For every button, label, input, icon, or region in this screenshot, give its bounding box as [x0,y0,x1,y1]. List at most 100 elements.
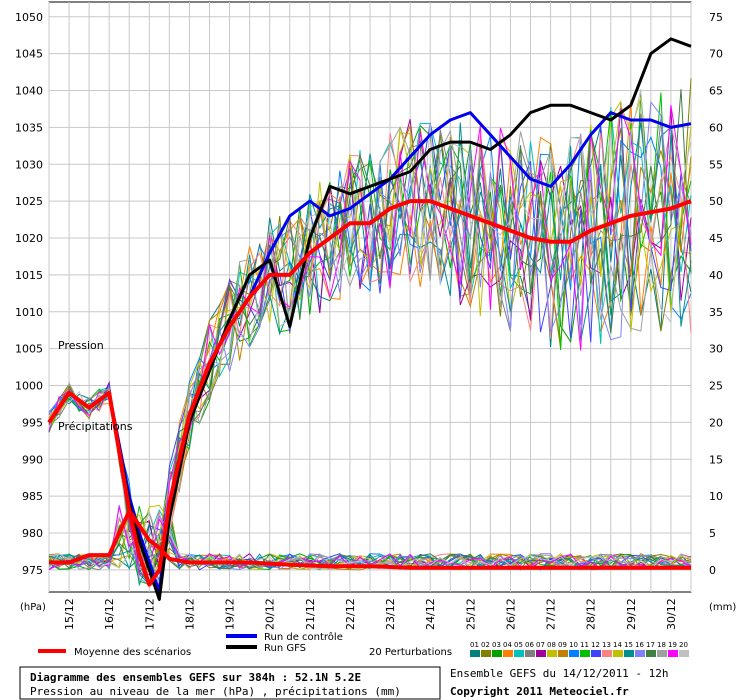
perturbation-swatch [635,650,645,657]
perturbation-number: 04 [503,641,512,649]
left-tick-label: 1030 [15,158,43,171]
perturbation-number: 11 [580,641,589,649]
x-date-label: 16/12 [103,598,116,630]
perturbation-swatch [514,650,524,657]
legend: Moyenne des scénarios Run de contrôle Ru… [38,631,689,658]
x-date-label: 30/12 [665,598,678,630]
left-tick-label: 1050 [15,11,43,24]
legend-gfs: Run GFS [264,643,306,654]
series-line [47,37,692,601]
x-date-label: 29/12 [625,598,638,630]
right-tick-label: 0 [709,564,716,577]
perturbation-swatch [536,650,546,657]
copyright: Copyright 2011 Meteociel.fr [450,685,629,698]
x-date-label: 28/12 [585,598,598,630]
right-tick-label: 40 [709,269,723,282]
left-tick-label: 995 [22,416,43,429]
series-line [47,199,692,587]
perturbation-number: 07 [536,641,545,649]
right-tick-label: 30 [709,343,723,356]
perturbation-swatch [657,650,667,657]
perturbation-precip-line [48,504,692,571]
chart-title: Diagramme des ensembles GEFS sur 384h : … [30,671,361,684]
perturbation-swatch [613,650,623,657]
perturbation-swatch [503,650,513,657]
perturbation-number: 20 [679,641,688,649]
x-date-label: 20/12 [264,598,277,630]
right-unit: (mm) [709,602,736,613]
right-tick-label: 50 [709,195,723,208]
right-tick-label: 5 [709,527,716,540]
perturbation-line [48,96,692,585]
axes: 975 0 980 5 985 10 990 15 995 20 1000 25 1005 30 1010 3… [15,11,723,630]
main-series [47,37,692,601]
perturbation-number: 16 [635,641,644,649]
label-pression: Pression [58,339,104,352]
x-date-label: 21/12 [304,598,317,630]
perturbation-swatch [646,650,656,657]
right-tick-label: 70 [709,48,723,61]
x-date-label: 24/12 [424,598,437,630]
perturbation-number: 03 [492,641,501,649]
right-tick-label: 20 [709,416,723,429]
x-date-label: 26/12 [504,598,517,630]
left-tick-label: 985 [22,490,43,503]
perturbation-number: 17 [646,641,655,649]
left-tick-label: 1040 [15,85,43,98]
perturbation-number: 19 [668,641,677,649]
x-date-label: 27/12 [545,598,558,630]
perturbation-number: 10 [569,641,578,649]
legend-moyenne: Moyenne des scénarios [74,646,191,658]
x-date-label: 17/12 [143,598,156,630]
left-tick-label: 975 [22,564,43,577]
left-tick-label: 1000 [15,380,43,393]
left-tick-label: 980 [22,527,43,540]
left-tick-label: 1020 [15,232,43,245]
x-date-label: 23/12 [384,598,397,630]
right-tick-label: 25 [709,380,723,393]
left-tick-label: 990 [22,453,43,466]
perturbation-number: 05 [514,641,523,649]
perturbation-legend: 01 02 03 04 05 06 07 08 09 10 11 12 13 14 15 16 17 18 19 20 [470,641,689,657]
perturbation-number: 08 [547,641,556,649]
right-tick-label: 10 [709,490,723,503]
right-tick-label: 35 [709,306,723,319]
ensemble-run-info: Ensemble GEFS du 14/12/2011 - 12h [450,667,669,680]
perturbation-swatch [591,650,601,657]
legend-controle: Run de contrôle [264,631,343,643]
perturbation-swatch [547,650,557,657]
chart-subtitle: Pression au niveau de la mer (hPa) , pré… [30,685,401,698]
left-tick-label: 1010 [15,306,43,319]
perturbation-number: 09 [558,641,567,649]
series-line [47,111,692,594]
right-tick-label: 55 [709,158,723,171]
perturbation-number: 06 [525,641,534,649]
perturbation-number: 15 [624,641,633,649]
perturbation-number: 01 [470,641,479,649]
left-unit: (hPa) [20,602,46,613]
grid [48,2,692,592]
right-tick-label: 75 [709,11,723,24]
perturbation-swatch [668,650,678,657]
right-tick-label: 45 [709,232,723,245]
left-tick-label: 1015 [15,269,43,282]
left-tick-label: 1045 [15,48,43,61]
perturbation-swatch [481,650,491,657]
series-line [49,508,691,570]
right-tick-label: 60 [709,121,723,134]
perturbation-swatch [470,650,480,657]
left-tick-label: 1025 [15,195,43,208]
perturbation-number: 02 [481,641,490,649]
x-date-label: 19/12 [224,598,237,630]
title-box [19,666,441,700]
perturbation-number: 14 [613,641,622,649]
perturbation-swatch [624,650,634,657]
label-precipitations: Précipitations [58,420,133,433]
perturbation-number: 12 [591,641,600,649]
perturbation-swatch [525,650,535,657]
perturbation-swatch [569,650,579,657]
left-tick-label: 1035 [15,121,43,134]
legend-perturbations: 20 Perturbations [369,647,452,658]
x-date-label: 15/12 [63,598,76,630]
